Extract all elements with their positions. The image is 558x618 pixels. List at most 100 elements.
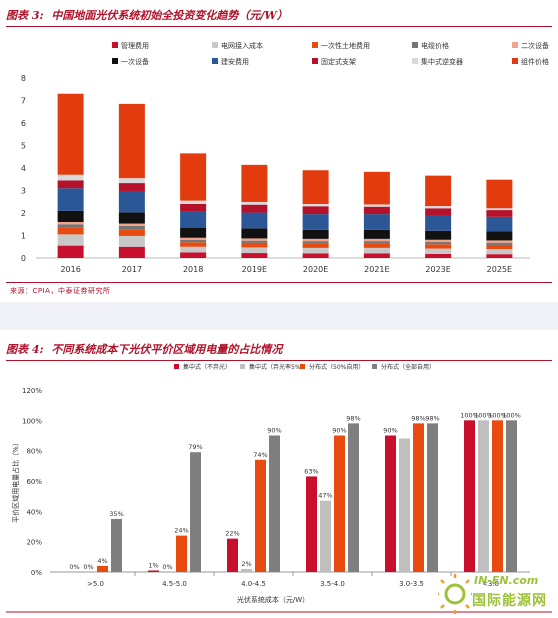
watermark-logo: IN-EN.com 国际能源网 xyxy=(438,572,556,616)
parity-share-chart: 集中式（不弃光） 集中式（弃光率5%） 分布式（50%自用） 分布式（全部自用） 0% 2… xyxy=(6,363,552,613)
bar xyxy=(255,459,266,572)
bar-segment xyxy=(486,242,513,245)
y-tick-label: 20% xyxy=(26,539,42,547)
legend-label: 建安费用 xyxy=(221,57,249,66)
figure2-title-text: 不同系统成本下光伏平价区域用电量的占比情况 xyxy=(51,343,283,356)
data-label: 90% xyxy=(267,427,281,435)
bar-segment xyxy=(241,238,268,241)
y-tick-label: 4 xyxy=(21,164,26,173)
bar xyxy=(334,435,345,572)
bar-segment xyxy=(57,224,84,228)
legend-label: 组件价格 xyxy=(521,57,549,66)
bar-segment xyxy=(363,214,390,230)
x-tick-label: <3.0 xyxy=(482,580,499,588)
x-tick-label: 2023E xyxy=(425,265,450,274)
legend-label: 一次设备 xyxy=(121,57,149,66)
legend-label: 电网接入成本 xyxy=(221,41,263,50)
data-label: 79% xyxy=(188,443,202,451)
bar-segment xyxy=(363,241,390,244)
x-tick-label: 3.5-4.0 xyxy=(320,580,345,588)
bar xyxy=(492,420,503,572)
bar-segment xyxy=(118,225,145,230)
legend-label: 固定式支架 xyxy=(321,57,356,66)
bar-segment xyxy=(363,171,390,205)
data-label: 90% xyxy=(383,427,397,435)
data-label: 98% xyxy=(346,414,360,422)
bar-segment xyxy=(180,200,207,204)
x-tick-label: 2019E xyxy=(242,265,267,274)
bar-segment xyxy=(180,227,207,238)
legend-swatch xyxy=(212,42,218,48)
data-label: 22% xyxy=(225,530,239,538)
data-label: 90% xyxy=(332,427,346,435)
bar-segment xyxy=(118,103,145,179)
sun-logo-icon xyxy=(438,574,472,614)
data-label: 98% xyxy=(425,414,439,422)
bar-segment xyxy=(57,222,84,225)
bar-segment xyxy=(302,253,329,258)
bar-segment xyxy=(57,188,84,211)
bar-segment xyxy=(425,242,452,245)
bar xyxy=(320,500,331,572)
legend-swatch xyxy=(300,364,305,369)
bar-segment xyxy=(241,204,268,213)
bar-segment xyxy=(302,229,329,239)
bar-segment xyxy=(118,212,145,224)
x-tick-label: 3.0-3.5 xyxy=(399,580,424,588)
y-tick-label: 60% xyxy=(26,478,42,486)
y-tick-label: 0 xyxy=(21,254,26,263)
bar-segment xyxy=(363,247,390,254)
bar-segment xyxy=(425,244,452,249)
bar-segment xyxy=(302,170,329,204)
data-label: 100% xyxy=(502,411,521,419)
data-label: 74% xyxy=(253,451,267,459)
data-label: 100% xyxy=(474,411,493,419)
x-tick-label: 4.0-4.5 xyxy=(241,580,266,588)
y-tick-label: 5 xyxy=(21,142,26,151)
bar-segment xyxy=(241,201,268,205)
figure2-number: 图表 4: xyxy=(6,343,44,356)
data-label: 98% xyxy=(411,414,425,422)
y-tick-label: 1 xyxy=(21,232,26,241)
bar-segment xyxy=(241,228,268,239)
data-label: 100% xyxy=(488,411,507,419)
bar-segment xyxy=(118,246,145,258)
legend-swatch xyxy=(512,42,518,48)
legend-swatch xyxy=(512,58,518,64)
bar-segment xyxy=(118,229,145,236)
y-tick-label: 3 xyxy=(21,187,26,196)
bar-segment xyxy=(425,253,452,258)
y-tick-label: 120% xyxy=(22,387,42,395)
y-tick-label: 80% xyxy=(26,448,42,456)
bar-segment xyxy=(363,229,390,239)
legend-swatch xyxy=(212,58,218,64)
bar-segment xyxy=(57,245,84,258)
legend-swatch xyxy=(372,364,377,369)
legend-swatch xyxy=(412,58,418,64)
bar xyxy=(385,435,396,572)
bar-segment xyxy=(486,249,513,255)
bar-segment xyxy=(363,238,390,242)
bar xyxy=(348,423,359,572)
bar-segment xyxy=(241,242,268,248)
x-tick-label: 2021E xyxy=(364,265,389,274)
data-label: 24% xyxy=(174,527,188,535)
bar xyxy=(241,568,252,572)
section-gap xyxy=(0,302,558,330)
y-tick-label: 100% xyxy=(22,417,42,425)
data-label: 100% xyxy=(460,411,479,419)
bar-segment xyxy=(241,253,268,258)
bar-segment xyxy=(302,243,329,248)
data-label: 47% xyxy=(318,492,332,500)
bar-segment xyxy=(180,242,207,247)
bar-segment xyxy=(180,240,207,243)
data-label: 0% xyxy=(162,563,172,571)
bar-segment xyxy=(118,190,145,213)
watermark-name: 国际能源网 xyxy=(472,593,547,609)
data-label: 0% xyxy=(69,563,79,571)
data-label: 63% xyxy=(304,467,318,475)
legend-label: 分布式（全部自用） xyxy=(381,363,435,371)
bar-segment xyxy=(302,241,329,244)
bar-segment xyxy=(57,93,84,175)
bar-segment xyxy=(180,237,207,240)
